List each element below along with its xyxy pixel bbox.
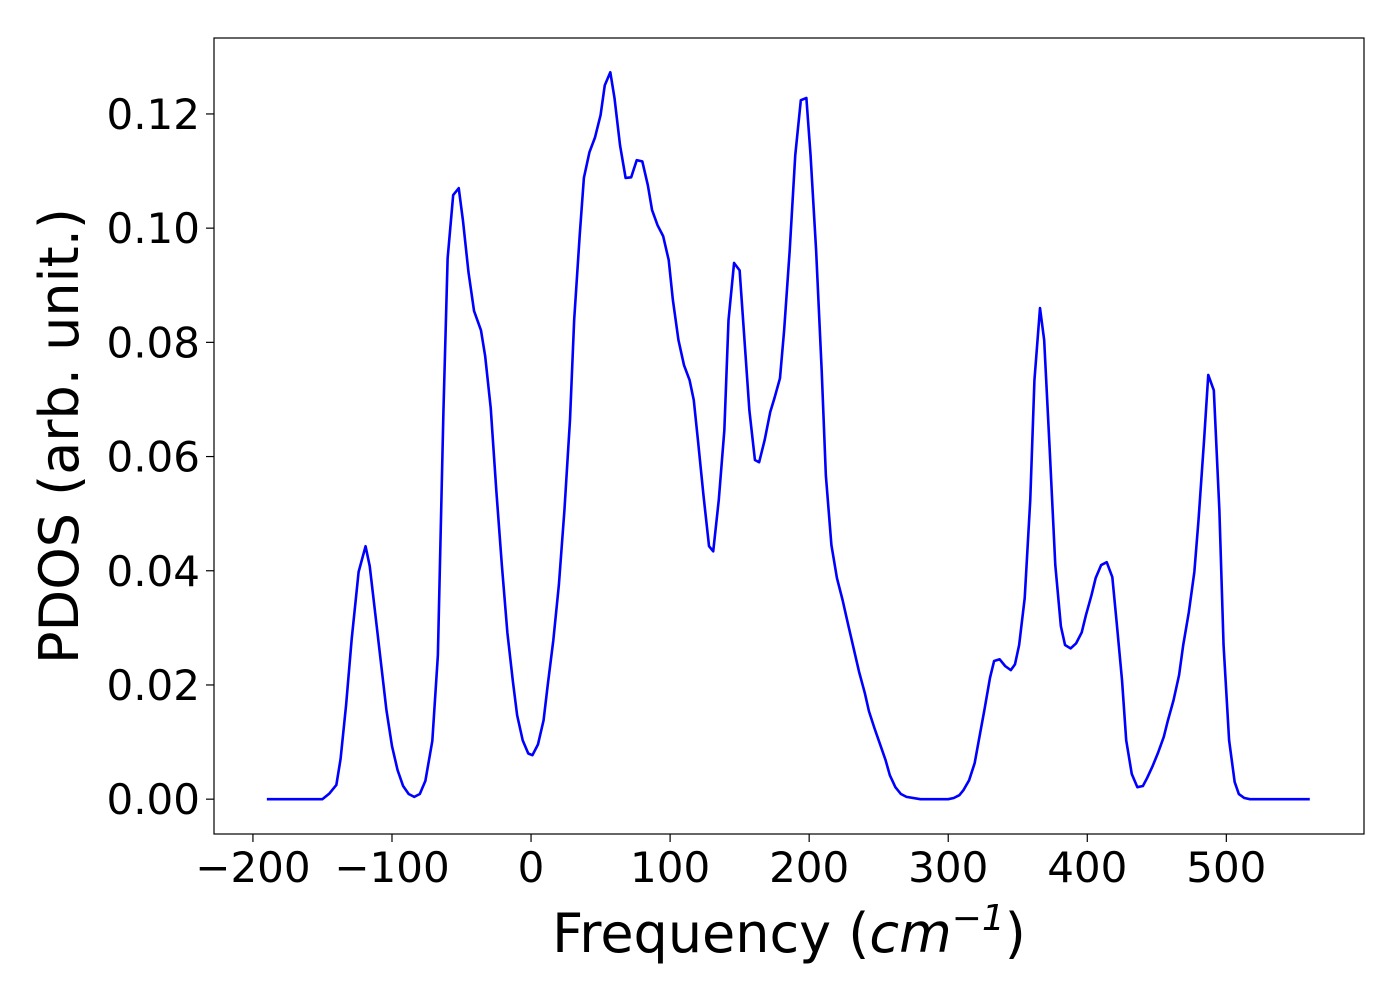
y-tick-label: 0.10 <box>106 204 200 253</box>
x-label-text: Frequency ( <box>552 902 869 965</box>
y-tick-label: 0.12 <box>106 90 200 139</box>
y-tick-label: 0.02 <box>106 661 200 710</box>
y-tick-label: 0.06 <box>106 433 200 482</box>
x-label-close: ) <box>1005 902 1026 965</box>
x-axis-label: Frequency (cm−1) <box>552 898 1026 965</box>
x-tick-label: 200 <box>769 843 849 892</box>
x-tick-label: −100 <box>334 843 449 892</box>
x-label-sup: −1 <box>952 898 1005 939</box>
x-tick-label: 300 <box>908 843 988 892</box>
plot-frame <box>213 37 1365 835</box>
data-line <box>266 70 1310 801</box>
x-tick-label: −200 <box>195 843 310 892</box>
y-tick-label: 0.04 <box>106 547 200 596</box>
x-tick-label: 500 <box>1186 843 1266 892</box>
x-tick-label: 400 <box>1047 843 1127 892</box>
x-label-math: cm <box>869 902 951 965</box>
y-axis-label: PDOS (arb. unit.) <box>28 208 91 664</box>
x-tick-label: 0 <box>518 843 545 892</box>
x-tick-label: 100 <box>630 843 710 892</box>
y-tick-label: 0.00 <box>106 775 200 824</box>
y-tick-label: 0.08 <box>106 318 200 367</box>
